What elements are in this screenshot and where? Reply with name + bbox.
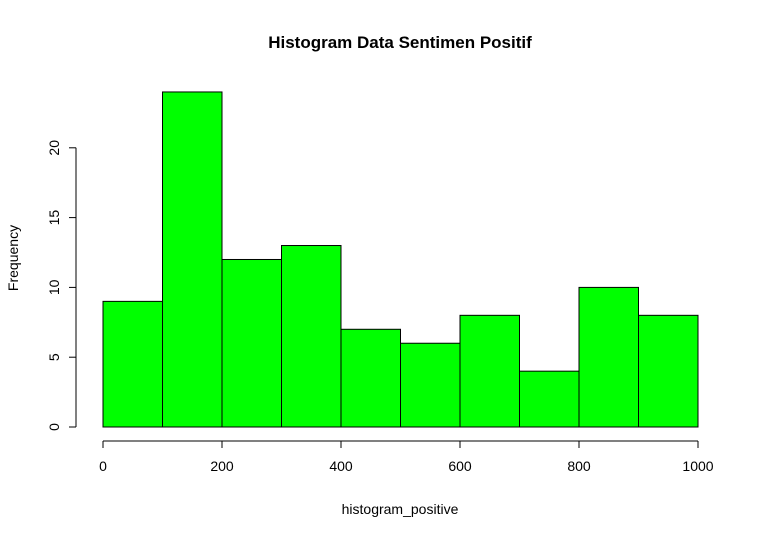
histogram-bar <box>459 314 520 428</box>
histogram-bar <box>340 328 401 428</box>
y-tick-label: 10 <box>46 279 62 295</box>
x-tick-label: 200 <box>210 458 234 474</box>
x-tick-label: 0 <box>99 458 107 474</box>
histogram-bar <box>102 300 163 428</box>
histogram-bar <box>221 258 282 428</box>
y-axis-label: Frequency <box>5 225 21 291</box>
bars-group <box>102 91 699 428</box>
histogram-bar <box>638 314 699 428</box>
y-tick-label: 5 <box>46 353 62 361</box>
histogram-bar <box>162 91 223 428</box>
histogram-bar <box>578 286 639 428</box>
x-tick-label: 600 <box>448 458 472 474</box>
x-axis: 0 200 400 600 800 1000 <box>99 440 714 474</box>
x-tick-label: 400 <box>329 458 353 474</box>
y-tick-label: 0 <box>46 423 62 431</box>
y-tick-label: 20 <box>46 140 62 156</box>
x-axis-label: histogram_positive <box>342 501 459 517</box>
x-tick-label: 800 <box>567 458 591 474</box>
histogram-bar <box>519 370 580 428</box>
y-tick-label: 15 <box>46 210 62 226</box>
histogram-bar <box>281 245 342 428</box>
y-axis: 0 5 10 15 20 <box>46 140 77 431</box>
x-tick-label: 1000 <box>682 458 713 474</box>
chart-title: Histogram Data Sentimen Positif <box>268 33 532 52</box>
histogram-bar <box>400 342 461 428</box>
